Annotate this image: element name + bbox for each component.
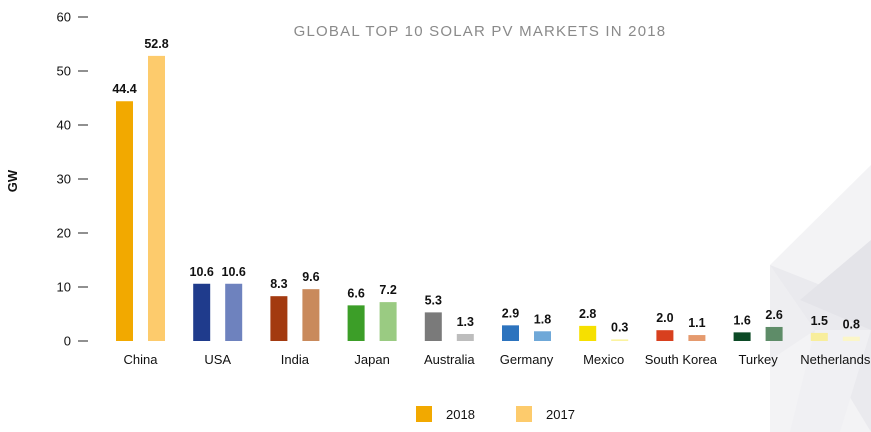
y-tick-label: 40 (57, 118, 71, 133)
category-label: USA (204, 352, 231, 367)
data-label: 2.8 (579, 307, 596, 321)
y-axis-label: GW (5, 169, 20, 192)
bar-mexico-2017 (611, 339, 629, 341)
category-label: India (281, 352, 310, 367)
data-label: 10.6 (222, 265, 246, 279)
bar-australia-2017 (456, 333, 474, 341)
data-label: 1.1 (688, 316, 705, 330)
bar-japan-2018 (347, 305, 365, 341)
data-label: 52.8 (144, 37, 168, 51)
bar-south-korea-2017 (688, 335, 706, 341)
category-label: South Korea (645, 352, 718, 367)
bars (116, 55, 860, 342)
category-label: Germany (500, 352, 554, 367)
y-axis: 0 10 20 30 40 50 60 (57, 10, 88, 349)
y-tick-label: 10 (57, 280, 71, 295)
bar-india-2017 (302, 289, 320, 341)
y-tick-label: 50 (57, 64, 71, 79)
data-label: 6.6 (347, 286, 364, 300)
y-tick-label: 20 (57, 226, 71, 241)
data-label: 5.3 (425, 293, 442, 307)
bar-germany-2018 (502, 325, 519, 341)
data-label: 2.0 (656, 311, 673, 325)
bar-turkey-2018 (733, 332, 751, 341)
data-label: 1.8 (534, 312, 551, 326)
legend-swatch-2018 (416, 406, 432, 422)
data-label: 7.2 (379, 283, 396, 297)
bar-china-2017 (148, 55, 165, 341)
data-label: 8.3 (270, 277, 287, 291)
y-tick-label: 0 (64, 334, 71, 349)
data-label: 1.5 (811, 314, 828, 328)
data-label: 0.8 (843, 318, 860, 332)
data-label: 0.3 (611, 320, 628, 334)
bar-turkey-2017 (765, 326, 783, 341)
category-label: Japan (354, 352, 389, 367)
legend: 2018 2017 (416, 406, 575, 422)
bar-japan-2017 (379, 302, 397, 341)
category-label: Turkey (738, 352, 778, 367)
category-label: Netherlands (800, 352, 871, 367)
data-label: 1.6 (733, 313, 750, 327)
bar-germany-2017 (534, 331, 551, 341)
data-label: 10.6 (190, 265, 214, 279)
bar-netherlands-2018 (810, 332, 828, 341)
bar-china-2018 (116, 101, 133, 342)
data-label: 2.6 (765, 308, 782, 322)
y-tick-label: 60 (57, 10, 71, 25)
bar-usa-2017 (225, 283, 243, 341)
bar-usa-2018 (193, 283, 211, 341)
value-labels: 44.4 52.8 10.6 10.6 8.3 9.6 6.6 7.2 5.3 1.3 2.9 1.8… (112, 37, 860, 335)
bar-south-korea-2018 (656, 330, 674, 341)
legend-label-2017: 2017 (546, 407, 575, 422)
category-label: Australia (424, 352, 475, 367)
bar-australia-2018 (424, 312, 442, 341)
data-label: 1.3 (457, 315, 474, 329)
legend-label-2018: 2018 (446, 407, 475, 422)
category-label: Mexico (583, 352, 624, 367)
data-label: 2.9 (502, 306, 519, 320)
data-label: 9.6 (302, 270, 319, 284)
category-labels: China USA India Japan Australia Germany Mexico… (124, 352, 871, 367)
bar-mexico-2018 (579, 325, 597, 341)
bar-india-2018 (270, 296, 288, 341)
y-tick-label: 30 (57, 172, 71, 187)
bar-netherlands-2017 (842, 336, 860, 341)
category-label: China (124, 352, 159, 367)
legend-swatch-2017 (516, 406, 532, 422)
data-label: 44.4 (112, 82, 136, 96)
chart-title: GLOBAL TOP 10 SOLAR PV MARKETS IN 2018 (294, 23, 667, 40)
